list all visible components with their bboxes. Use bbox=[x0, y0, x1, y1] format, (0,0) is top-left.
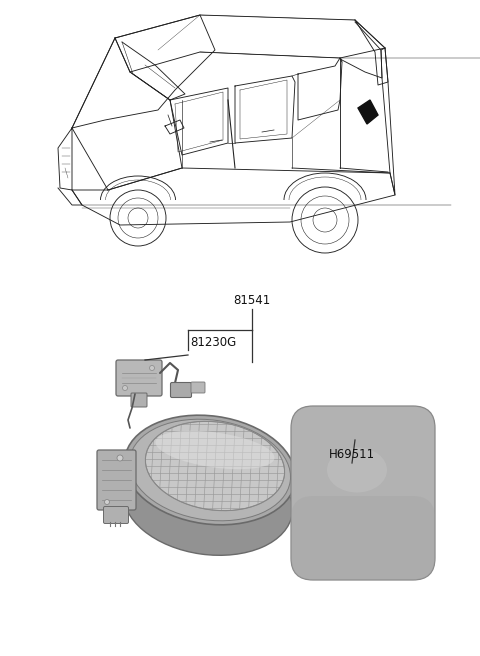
Ellipse shape bbox=[123, 449, 292, 556]
FancyBboxPatch shape bbox=[291, 496, 435, 580]
FancyBboxPatch shape bbox=[291, 406, 435, 580]
Text: 81230G: 81230G bbox=[190, 335, 236, 348]
Ellipse shape bbox=[145, 421, 285, 510]
FancyBboxPatch shape bbox=[170, 382, 192, 398]
Polygon shape bbox=[358, 100, 378, 124]
FancyBboxPatch shape bbox=[104, 506, 129, 523]
FancyBboxPatch shape bbox=[191, 382, 205, 393]
Ellipse shape bbox=[156, 431, 275, 469]
Text: H69511: H69511 bbox=[329, 449, 375, 462]
Circle shape bbox=[117, 455, 123, 461]
FancyBboxPatch shape bbox=[116, 360, 162, 396]
Ellipse shape bbox=[130, 419, 290, 521]
Circle shape bbox=[149, 365, 155, 371]
FancyBboxPatch shape bbox=[131, 393, 147, 407]
Circle shape bbox=[105, 499, 109, 504]
Ellipse shape bbox=[124, 415, 296, 525]
Text: 81541: 81541 bbox=[233, 293, 271, 306]
Circle shape bbox=[122, 386, 128, 390]
Ellipse shape bbox=[327, 447, 387, 493]
FancyBboxPatch shape bbox=[97, 450, 136, 510]
